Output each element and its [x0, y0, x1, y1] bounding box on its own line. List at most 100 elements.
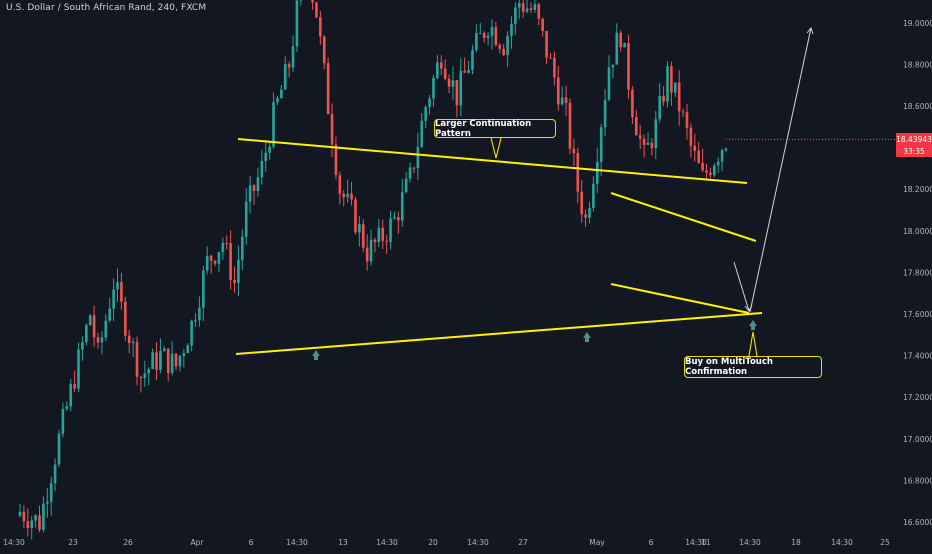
candle-body	[57, 433, 61, 465]
candle-body	[650, 142, 654, 148]
candle-body	[252, 185, 256, 191]
x-tick-label: 27	[518, 538, 528, 547]
candle-body	[299, 0, 303, 1]
candle-body	[381, 227, 385, 241]
candle-body	[568, 102, 572, 149]
candle-body	[34, 515, 37, 521]
candle-body	[478, 33, 482, 35]
candle-body	[213, 260, 217, 264]
candle-body	[475, 33, 478, 51]
candle-body	[607, 67, 611, 100]
candle-body	[260, 161, 264, 178]
candle-body	[490, 27, 494, 36]
candle-body	[689, 127, 693, 146]
candle-body	[174, 353, 178, 367]
candle-body	[521, 3, 525, 12]
buy-marker-arrow	[749, 320, 757, 330]
candle-body	[510, 23, 513, 36]
candle-body	[724, 148, 728, 151]
candle-body	[666, 66, 669, 102]
annotation-buy-confirmation[interactable]: Buy on MultiTouch Confirmation	[684, 356, 822, 378]
candle-body	[338, 175, 342, 194]
candle-body	[619, 32, 622, 48]
candle-body	[190, 320, 193, 346]
y-tick-label: 18.20000	[903, 185, 932, 194]
candle-body	[69, 384, 73, 407]
candle-body	[42, 503, 45, 530]
candle-body	[685, 112, 689, 128]
top-callout-pointer	[490, 137, 502, 159]
annotation-larger-continuation[interactable]: Larger Continuation Pattern	[434, 119, 556, 139]
candle-body	[135, 341, 139, 377]
candle-body	[233, 279, 236, 283]
candle-body	[354, 199, 357, 233]
candle-body	[108, 308, 112, 321]
x-tick-label: 14:30	[286, 538, 308, 547]
bottom-callout-pointer	[748, 331, 758, 357]
candle-body	[404, 178, 408, 193]
y-tick-label: 19.00000	[903, 19, 932, 28]
candle-body	[623, 42, 626, 48]
candle-body	[295, 0, 299, 47]
candle-body	[217, 252, 221, 264]
candle-body	[599, 127, 603, 163]
candle-body	[428, 98, 431, 108]
x-tick-label: 20	[428, 538, 438, 547]
candle-body	[432, 77, 435, 99]
candle-body	[439, 62, 443, 69]
candle-body	[549, 57, 552, 59]
y-tick-label: 17.40000	[903, 352, 932, 361]
y-tick-label: 17.80000	[903, 268, 932, 277]
candle-body	[237, 259, 240, 283]
candle-body	[369, 239, 373, 262]
candle-body	[287, 64, 291, 68]
candle-body	[120, 282, 123, 302]
y-tick-label: 17.00000	[903, 435, 932, 444]
x-tick-label: May	[589, 538, 605, 547]
candle-body	[529, 8, 533, 10]
y-tick-label: 18.80000	[903, 60, 932, 69]
candle-body	[627, 42, 630, 90]
y-tick-label: 16.80000	[903, 476, 932, 485]
candle-body	[365, 247, 369, 262]
candle-body	[151, 352, 154, 369]
candle-body	[705, 170, 708, 173]
candle-body	[85, 325, 88, 343]
candle-body	[416, 146, 420, 169]
candle-body	[124, 301, 127, 336]
candle-body	[677, 82, 681, 112]
x-tick-label: 6	[249, 538, 254, 547]
candle-body	[139, 376, 143, 379]
candle-body	[225, 242, 229, 244]
x-tick-label: 14:30	[3, 538, 25, 547]
current-price-badge: 18.43943	[896, 133, 932, 146]
candle-body	[716, 161, 720, 166]
candle-body	[670, 66, 673, 93]
candle-body	[46, 501, 49, 504]
candle-body	[272, 102, 275, 147]
candle-body	[326, 63, 330, 115]
candle-body	[30, 520, 34, 529]
candle-body	[584, 214, 587, 218]
candle-body	[385, 240, 388, 242]
candle-body	[186, 345, 190, 354]
candle-body	[291, 46, 295, 68]
candle-body	[709, 172, 712, 176]
candle-body	[81, 342, 84, 350]
candle-body	[517, 3, 521, 8]
candle-body	[241, 236, 244, 260]
candle-body	[319, 17, 322, 37]
candle-body	[537, 4, 541, 19]
candle-body	[654, 119, 658, 148]
candle-body	[564, 97, 568, 103]
candle-body	[603, 99, 607, 128]
candle-body	[701, 162, 704, 171]
candle-body	[38, 515, 41, 530]
candle-body	[88, 315, 92, 326]
candle-body	[658, 95, 661, 120]
candle-body	[498, 45, 502, 49]
candle-body	[73, 384, 76, 389]
candle-body	[681, 111, 685, 113]
